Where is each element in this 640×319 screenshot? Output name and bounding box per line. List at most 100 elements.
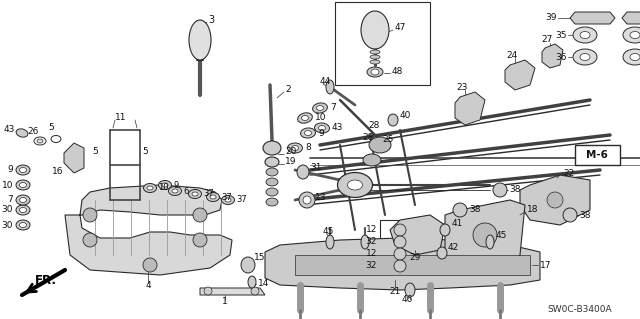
Ellipse shape <box>189 189 202 198</box>
Ellipse shape <box>147 186 153 190</box>
Ellipse shape <box>19 182 26 188</box>
Circle shape <box>143 258 157 272</box>
Ellipse shape <box>19 207 26 212</box>
Text: 28: 28 <box>368 121 380 130</box>
Bar <box>380 220 420 280</box>
Ellipse shape <box>16 180 30 190</box>
Ellipse shape <box>159 181 172 189</box>
Ellipse shape <box>348 180 362 190</box>
Text: 11: 11 <box>115 114 127 122</box>
Ellipse shape <box>370 55 380 59</box>
Circle shape <box>394 224 406 236</box>
Ellipse shape <box>580 32 590 39</box>
Text: 32: 32 <box>365 238 377 247</box>
Ellipse shape <box>16 195 30 205</box>
Ellipse shape <box>34 137 46 145</box>
Circle shape <box>193 208 207 222</box>
Circle shape <box>204 287 212 295</box>
Text: 47: 47 <box>395 24 406 33</box>
Text: 7: 7 <box>330 103 336 113</box>
Ellipse shape <box>168 187 182 196</box>
Ellipse shape <box>266 188 278 196</box>
Ellipse shape <box>241 257 255 273</box>
Polygon shape <box>520 175 590 225</box>
Text: 18: 18 <box>527 205 538 214</box>
Text: 43: 43 <box>4 125 15 135</box>
Circle shape <box>563 208 577 222</box>
Ellipse shape <box>37 139 43 143</box>
Bar <box>335 2 430 85</box>
Ellipse shape <box>437 247 447 259</box>
Ellipse shape <box>371 69 379 75</box>
Text: 9: 9 <box>318 129 324 137</box>
Circle shape <box>453 203 467 217</box>
Text: 38: 38 <box>509 186 520 195</box>
Text: 30: 30 <box>1 205 13 214</box>
Text: 45: 45 <box>323 227 334 236</box>
Ellipse shape <box>19 197 26 203</box>
Ellipse shape <box>314 123 330 133</box>
Polygon shape <box>65 185 232 275</box>
Polygon shape <box>64 143 84 173</box>
Ellipse shape <box>405 283 415 297</box>
Ellipse shape <box>361 235 369 249</box>
Ellipse shape <box>16 205 30 215</box>
Polygon shape <box>542 44 563 68</box>
Ellipse shape <box>630 32 640 39</box>
Text: 36: 36 <box>556 53 567 62</box>
Ellipse shape <box>317 106 323 110</box>
Ellipse shape <box>16 220 30 230</box>
Ellipse shape <box>580 54 590 61</box>
Circle shape <box>394 236 406 248</box>
Text: 37: 37 <box>221 192 232 202</box>
Ellipse shape <box>361 11 389 49</box>
Ellipse shape <box>369 137 391 153</box>
Text: 1: 1 <box>222 298 228 307</box>
Text: 40: 40 <box>400 110 412 120</box>
Ellipse shape <box>301 115 308 121</box>
Circle shape <box>473 223 497 247</box>
Text: 45: 45 <box>496 231 508 240</box>
Text: 14: 14 <box>258 279 269 288</box>
Circle shape <box>83 208 97 222</box>
Text: 31: 31 <box>310 162 321 172</box>
Text: 35: 35 <box>556 31 567 40</box>
Text: 19: 19 <box>285 158 296 167</box>
Ellipse shape <box>363 154 381 166</box>
Text: 5: 5 <box>48 122 54 131</box>
Polygon shape <box>200 288 265 295</box>
Polygon shape <box>570 12 615 24</box>
Text: 37: 37 <box>203 189 214 198</box>
Ellipse shape <box>192 192 198 196</box>
Circle shape <box>394 260 406 272</box>
Text: 30: 30 <box>1 220 13 229</box>
Polygon shape <box>455 92 485 125</box>
Text: 8: 8 <box>305 144 311 152</box>
Text: 27: 27 <box>541 35 553 44</box>
Polygon shape <box>622 12 640 24</box>
Text: 7: 7 <box>7 196 13 204</box>
Ellipse shape <box>287 143 303 153</box>
Text: 2: 2 <box>285 85 291 94</box>
Ellipse shape <box>297 165 309 179</box>
Circle shape <box>394 248 406 260</box>
Text: 15: 15 <box>254 254 266 263</box>
Ellipse shape <box>189 20 211 60</box>
Text: 5: 5 <box>142 147 148 157</box>
Text: 3: 3 <box>208 15 214 25</box>
Ellipse shape <box>225 198 231 202</box>
Ellipse shape <box>16 129 28 137</box>
Ellipse shape <box>298 113 312 123</box>
Text: 5: 5 <box>92 147 98 157</box>
Text: 43: 43 <box>332 123 344 132</box>
Text: 38: 38 <box>579 211 591 219</box>
Text: SW0C-B3400A: SW0C-B3400A <box>548 306 612 315</box>
Circle shape <box>547 192 563 208</box>
Ellipse shape <box>326 80 334 94</box>
Circle shape <box>251 287 259 295</box>
Ellipse shape <box>440 224 450 236</box>
Polygon shape <box>505 60 535 90</box>
Text: FR.: FR. <box>35 273 57 286</box>
Text: 39: 39 <box>545 12 557 21</box>
Text: 10: 10 <box>158 183 168 192</box>
